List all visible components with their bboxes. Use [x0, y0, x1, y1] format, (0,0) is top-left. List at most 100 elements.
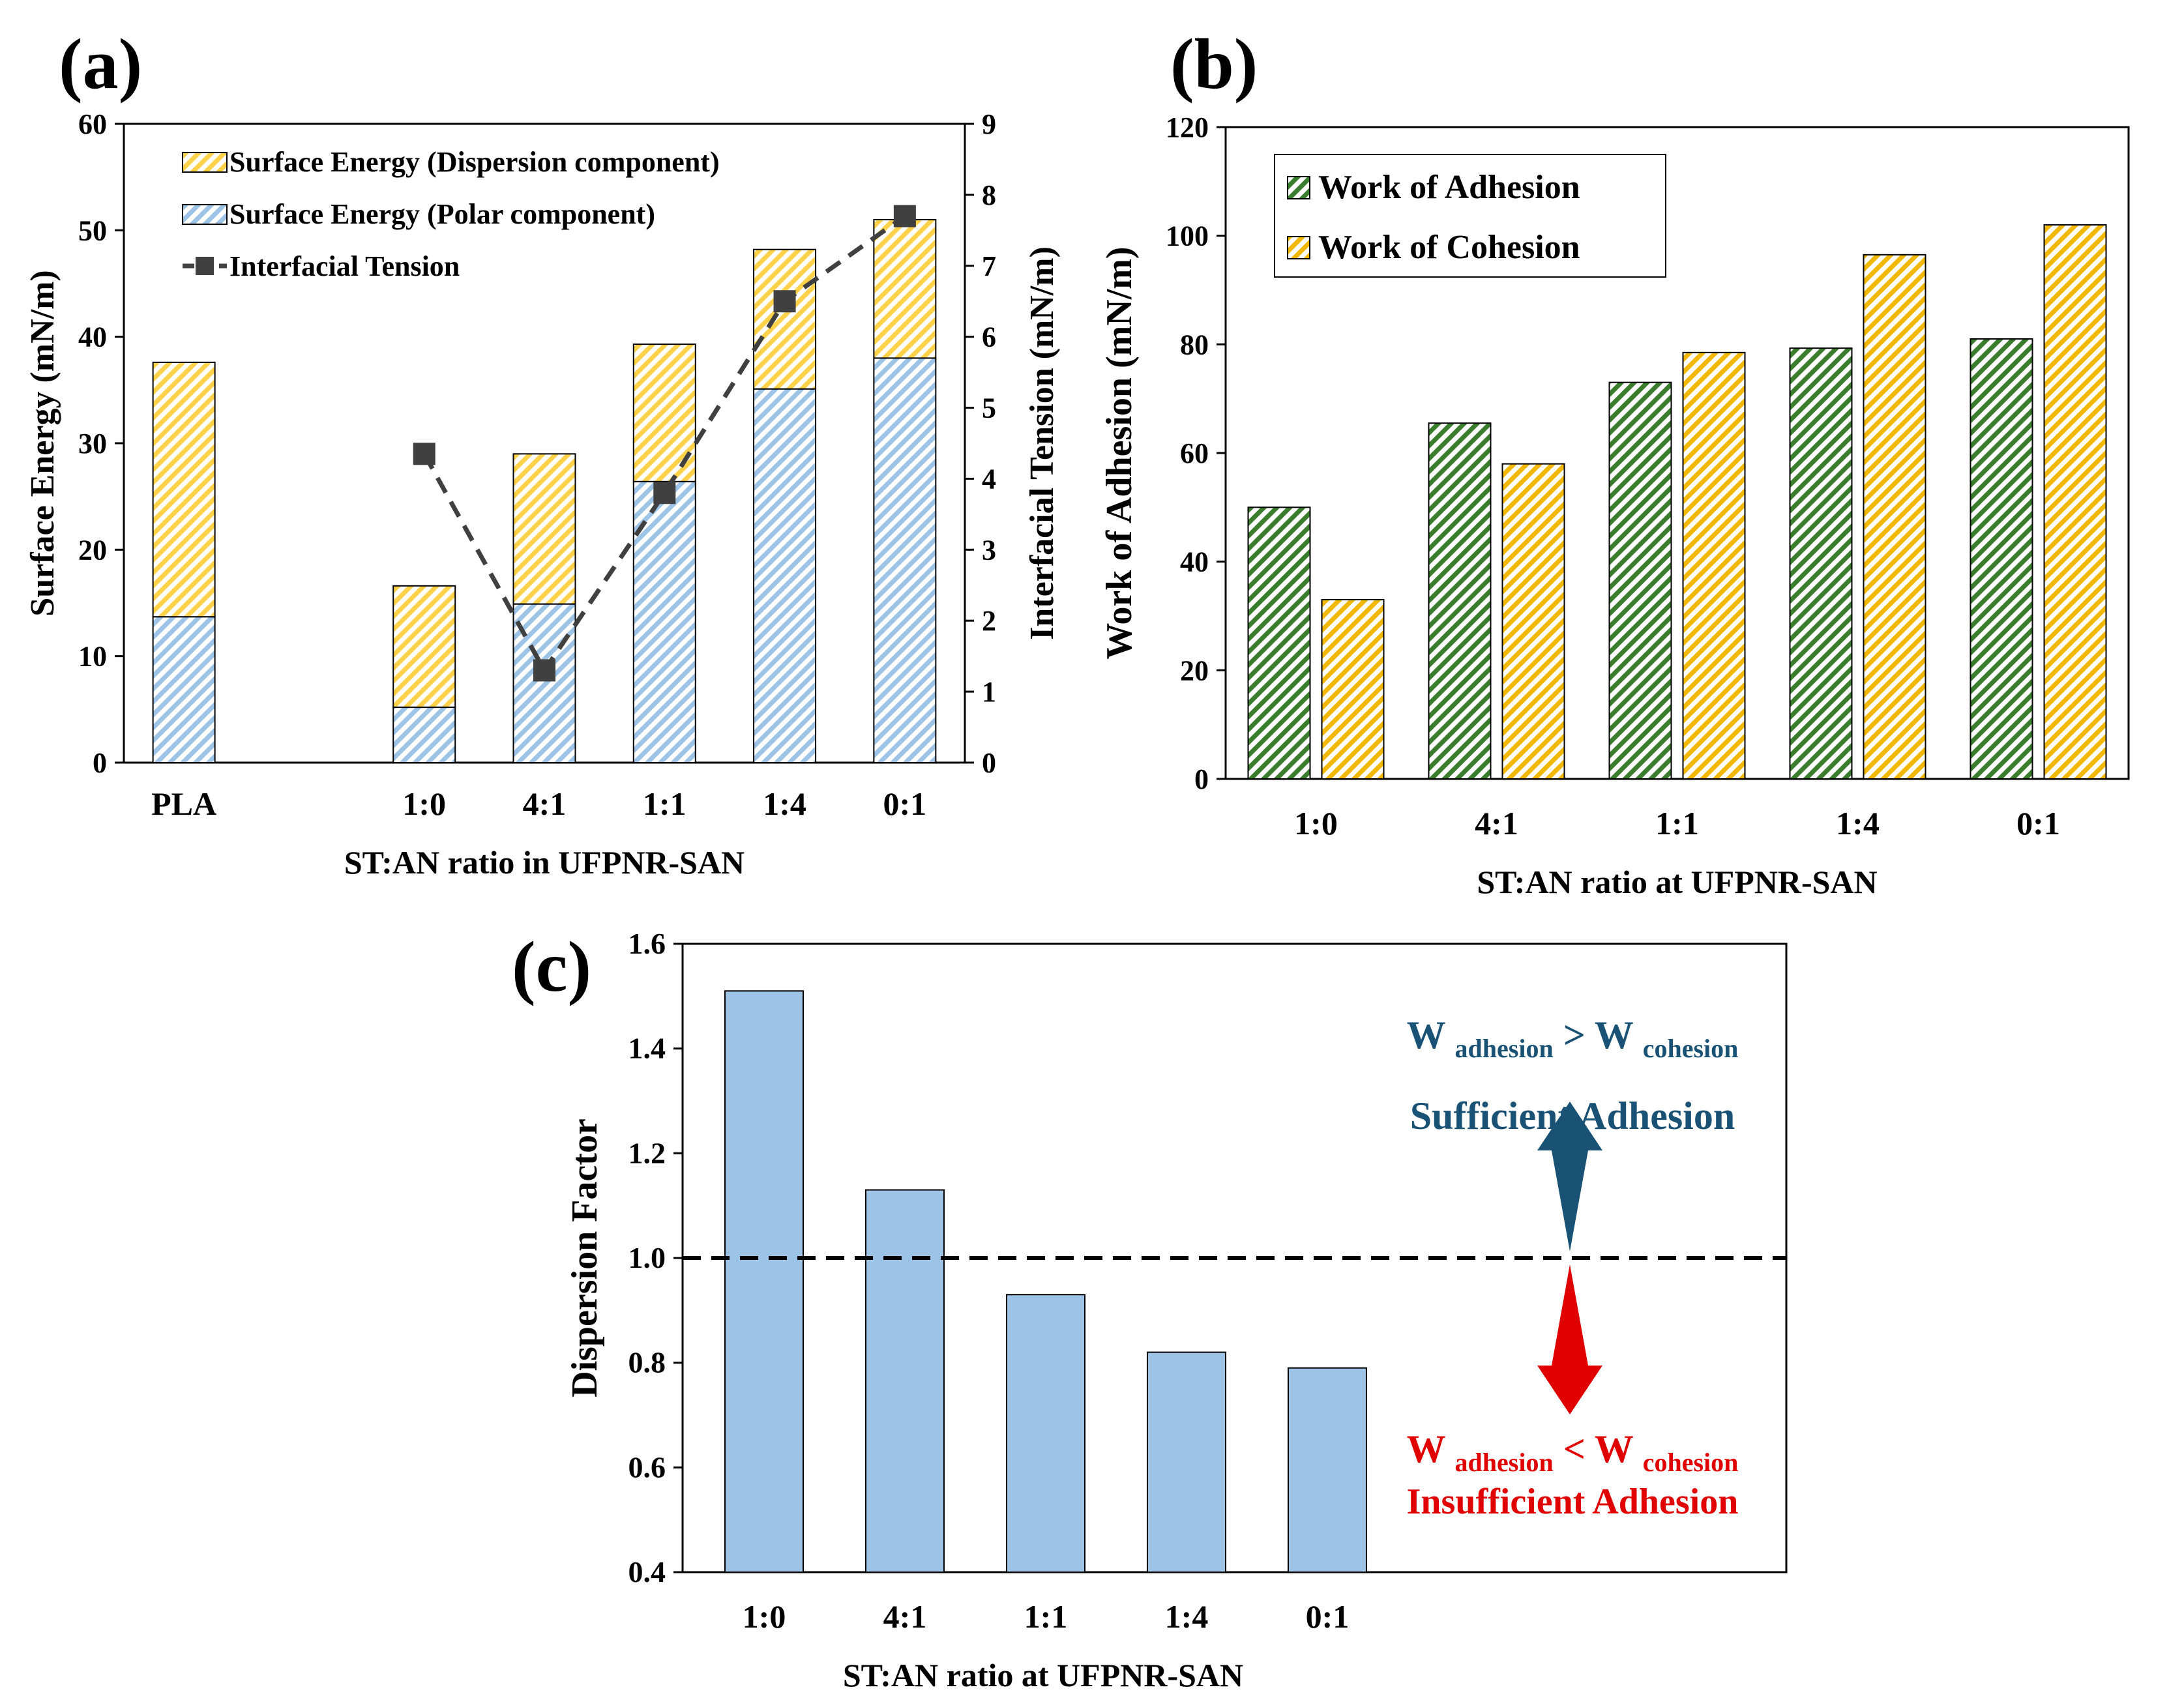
y2-tick-label-a: 0	[982, 747, 996, 779]
bar-cohesion-0	[1321, 599, 1385, 780]
panel-b-chart: 0 20 40 60 80 100 120 1:0 4:1 1:1 1:4 0:1 Work of Ad…	[1099, 111, 2130, 900]
legend-label-b-1: Work of Cohesion	[1318, 229, 1580, 266]
bar-dispersion-factor-4	[1288, 1367, 1367, 1573]
bar-dispersion-factor-0	[724, 990, 804, 1573]
x-tick-label-c: 1:1	[1024, 1598, 1068, 1635]
x-tick-label-a: 0:1	[883, 785, 927, 822]
y2-tick-label-a: 3	[982, 534, 996, 566]
y-tick-label-a: 50	[78, 214, 107, 246]
upper-condition-text: W adhesion > W cohesion	[1407, 1014, 1739, 1063]
bar-dispersion-factor-3	[1147, 1351, 1226, 1573]
y2-tick-label-a: 5	[982, 392, 996, 424]
x-axis-title-b: ST:AN ratio at UFPNR-SAN	[1477, 864, 1877, 900]
bar-adhesion-1	[1428, 422, 1492, 780]
bar-adhesion-0	[1247, 506, 1311, 780]
interfacial-tension-point-0	[413, 443, 435, 465]
x-tick-label-c: 4:1	[883, 1598, 927, 1635]
y-tick-label-a: 40	[78, 321, 107, 353]
y-axis-title-a: Surface Energy (mN/m)	[24, 270, 61, 616]
interfacial-tension-point-4	[893, 205, 916, 227]
bar-polar-0	[152, 616, 216, 763]
y-tick-label-a: 0	[93, 747, 107, 779]
y2-axis-title-a: Interfacial Tension (mN/m)	[1024, 246, 1061, 640]
panel-label-c: (c)	[512, 927, 591, 1006]
interfacial-tension-line	[422, 214, 906, 675]
y-tick-label-b: 100	[1166, 220, 1209, 252]
x-tick-label-c: 1:4	[1165, 1598, 1209, 1635]
y2-tick-label-a: 7	[982, 250, 996, 282]
y2-tick-label-a: 8	[982, 179, 996, 211]
y-tick-label-b: 120	[1166, 111, 1209, 143]
x-axis-title-a: ST:AN ratio in UFPNR-SAN	[344, 844, 745, 881]
panel-c-chart: 0.4 0.6 0.8 1.0 1.2 1.4 1.6 1:0 4:1 1:1 1:4 0:1 W ad…	[565, 927, 1788, 1693]
upper-condition-part-2: > W	[1554, 1014, 1643, 1057]
bar-polar-4	[632, 480, 696, 763]
lower-condition-part-2: < W	[1554, 1427, 1643, 1470]
x-tick-label-b: 1:4	[1836, 805, 1880, 841]
x-tick-label-b: 4:1	[1475, 805, 1518, 841]
x-tick-label-c: 1:0	[743, 1598, 786, 1635]
y2-tick-label-a: 1	[982, 676, 996, 708]
x-tick-label-b: 1:1	[1655, 805, 1699, 841]
upper-condition-part-3: cohesion	[1643, 1034, 1739, 1063]
lower-condition-part-3: cohesion	[1643, 1448, 1739, 1477]
y2-tick-label-a: 4	[982, 463, 996, 495]
y-tick-label-c: 0.4	[628, 1555, 666, 1588]
y-axis-title-c: Dispersion Factor	[565, 1118, 605, 1397]
y-tick-label-b: 40	[1180, 546, 1209, 578]
y-tick-label-b: 80	[1180, 329, 1209, 360]
y-tick-label-b: 60	[1180, 437, 1209, 469]
legend-swatch-b-1	[1287, 236, 1310, 259]
y-axis-title-b: Work of Adhesion (mN/m)	[1099, 246, 1140, 659]
legend-label-a-2: Interfacial Tension	[229, 250, 460, 282]
bar-cohesion-3	[1863, 254, 1926, 780]
x-tick-label-b: 1:0	[1294, 805, 1338, 841]
y-tick-label-a: 20	[78, 534, 107, 566]
x-tick-label-a: 1:1	[643, 785, 686, 822]
y2-tick-label-a: 2	[982, 605, 996, 637]
y-tick-label-c: 1.6	[628, 927, 666, 960]
bar-polar-2	[392, 707, 456, 763]
lower-label-text: Insufficient Adhesion	[1407, 1482, 1739, 1522]
interfacial-tension-point-1	[533, 659, 555, 682]
x-tick-label-a: 1:0	[402, 785, 446, 822]
legend-swatch-b-0	[1287, 176, 1310, 199]
upper-condition-part-0: W	[1407, 1014, 1455, 1057]
lower-condition-text: W adhesion < W cohesion	[1407, 1427, 1739, 1477]
upper-condition-part-1: adhesion	[1455, 1034, 1554, 1063]
legend-label-b-0: Work of Adhesion	[1318, 169, 1580, 206]
y2-tick-label-a: 6	[982, 321, 996, 353]
lower-condition-part-1: adhesion	[1455, 1448, 1554, 1477]
bar-dispersion-5	[753, 248, 817, 390]
bar-polar-3	[512, 603, 576, 764]
panel-label-b: (b)	[1170, 24, 1258, 104]
bar-adhesion-3	[1789, 347, 1853, 780]
bar-dispersion-3	[512, 453, 576, 605]
interfacial-tension-point-3	[773, 290, 796, 313]
legend-frame-b	[1274, 154, 1666, 278]
bar-polar-6	[873, 357, 937, 763]
y-tick-label-a: 10	[78, 641, 107, 673]
panel-a-chart: 0 10 20 30 40 50 60 0 1 2 3 4 5 6 7 8 9 PLA 1:0 4:1 1:1 1:4 0:…	[24, 108, 1061, 881]
y-tick-label-c: 1.4	[628, 1032, 666, 1065]
bar-polar-5	[753, 388, 817, 763]
bar-cohesion-1	[1501, 463, 1565, 780]
x-axis-title-c: ST:AN ratio at UFPNR-SAN	[843, 1657, 1243, 1693]
upper-label-text: Sufficient Adhesion	[1410, 1094, 1735, 1137]
legend-label-a-0: Surface Energy (Dispersion component)	[229, 146, 720, 178]
x-tick-label-b: 0:1	[2016, 805, 2060, 841]
y-tick-label-c: 1.2	[628, 1136, 666, 1169]
bar-dispersion-factor-1	[865, 1189, 945, 1573]
y-tick-label-a: 30	[78, 428, 107, 460]
bar-dispersion-2	[392, 585, 456, 709]
legend-marker-a	[196, 257, 214, 275]
x-tick-label-a: PLA	[151, 785, 216, 822]
down-arrow-icon	[1537, 1265, 1602, 1414]
y-tick-label-b: 0	[1194, 763, 1209, 795]
y-tick-label-c: 1.0	[628, 1241, 666, 1274]
bar-adhesion-4	[1970, 338, 2033, 780]
interfacial-tension-point-2	[653, 482, 676, 504]
bar-dispersion-factor-2	[1006, 1294, 1085, 1573]
x-tick-label-c: 0:1	[1306, 1598, 1350, 1635]
